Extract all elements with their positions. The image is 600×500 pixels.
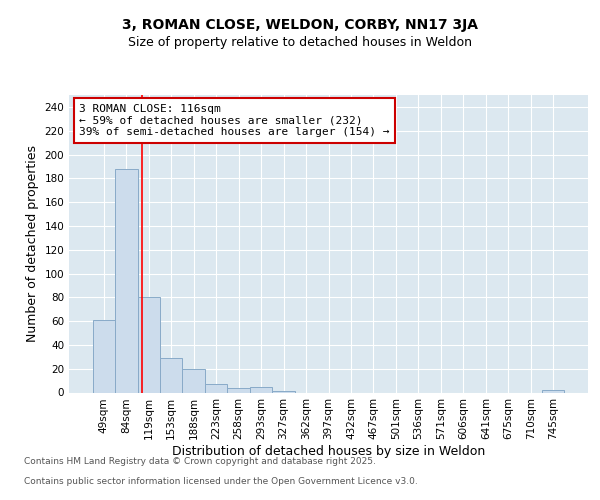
Text: Contains HM Land Registry data © Crown copyright and database right 2025.: Contains HM Land Registry data © Crown c… [24, 457, 376, 466]
Bar [227, 388, 250, 392]
Text: 3, ROMAN CLOSE, WELDON, CORBY, NN17 3JA: 3, ROMAN CLOSE, WELDON, CORBY, NN17 3JA [122, 18, 478, 32]
Y-axis label: Number of detached properties: Number of detached properties [26, 145, 39, 342]
Bar [92, 320, 115, 392]
Bar [205, 384, 227, 392]
Bar [137, 298, 160, 392]
Bar [250, 386, 272, 392]
Bar [542, 390, 565, 392]
Bar [182, 368, 205, 392]
Bar [115, 169, 137, 392]
Text: Size of property relative to detached houses in Weldon: Size of property relative to detached ho… [128, 36, 472, 49]
Text: Contains public sector information licensed under the Open Government Licence v3: Contains public sector information licen… [24, 477, 418, 486]
Text: 3 ROMAN CLOSE: 116sqm
← 59% of detached houses are smaller (232)
39% of semi-det: 3 ROMAN CLOSE: 116sqm ← 59% of detached … [79, 104, 390, 137]
Bar [160, 358, 182, 392]
X-axis label: Distribution of detached houses by size in Weldon: Distribution of detached houses by size … [172, 445, 485, 458]
